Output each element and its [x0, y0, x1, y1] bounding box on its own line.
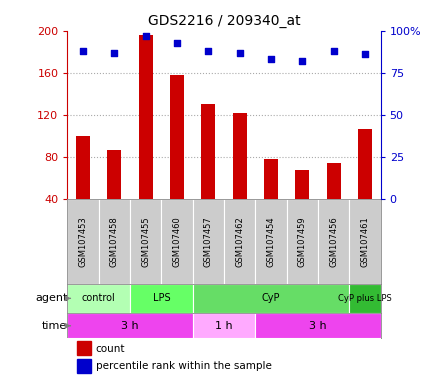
Bar: [286, 199, 317, 284]
Text: time: time: [42, 321, 67, 331]
Text: CyP plus LPS: CyP plus LPS: [337, 294, 391, 303]
Bar: [77, 359, 91, 373]
Text: percentile rank within the sample: percentile rank within the sample: [95, 361, 271, 371]
Point: [79, 48, 86, 54]
Title: GDS2216 / 209340_at: GDS2216 / 209340_at: [148, 14, 299, 28]
Bar: [67, 199, 99, 284]
Text: GSM107458: GSM107458: [110, 216, 118, 267]
Bar: [170, 75, 184, 199]
Point: [361, 51, 368, 57]
Bar: [295, 170, 309, 199]
Bar: [192, 199, 224, 284]
Bar: [232, 113, 246, 199]
Point: [298, 58, 305, 64]
Text: 1 h: 1 h: [215, 321, 232, 331]
Point: [173, 40, 180, 46]
Text: count: count: [95, 344, 125, 354]
Bar: [349, 199, 380, 284]
Text: 3 h: 3 h: [121, 321, 138, 331]
Text: GSM107462: GSM107462: [235, 216, 243, 267]
Bar: [357, 129, 371, 199]
Point: [329, 48, 336, 54]
Bar: [67, 313, 192, 338]
Bar: [255, 313, 380, 338]
Bar: [161, 199, 192, 284]
Text: LPS: LPS: [152, 293, 170, 303]
Bar: [130, 199, 161, 284]
Text: GSM107461: GSM107461: [360, 216, 368, 267]
Text: GSM107455: GSM107455: [141, 216, 150, 267]
Text: agent: agent: [35, 293, 67, 303]
Bar: [349, 284, 380, 313]
Bar: [130, 284, 192, 313]
Point: [236, 50, 243, 56]
Bar: [255, 199, 286, 284]
Point: [142, 33, 149, 39]
Text: GSM107456: GSM107456: [329, 216, 337, 267]
Text: GSM107459: GSM107459: [297, 216, 306, 267]
Bar: [67, 284, 130, 313]
Point: [111, 50, 118, 56]
Bar: [76, 136, 90, 199]
Bar: [107, 150, 121, 199]
Text: GSM107457: GSM107457: [204, 216, 212, 267]
Text: control: control: [82, 293, 115, 303]
Text: CyP: CyP: [261, 293, 279, 303]
Text: 3 h: 3 h: [309, 321, 326, 331]
Bar: [263, 159, 277, 199]
Bar: [192, 313, 255, 338]
Bar: [192, 284, 349, 313]
Text: GSM107454: GSM107454: [266, 216, 275, 267]
Bar: [201, 104, 215, 199]
Point: [267, 56, 274, 63]
Text: GSM107453: GSM107453: [79, 216, 87, 267]
Point: [204, 48, 211, 54]
Bar: [77, 341, 91, 356]
Bar: [99, 199, 130, 284]
Text: GSM107460: GSM107460: [172, 216, 181, 267]
Bar: [326, 164, 340, 199]
Bar: [138, 35, 152, 199]
Bar: [317, 199, 349, 284]
Bar: [224, 199, 255, 284]
